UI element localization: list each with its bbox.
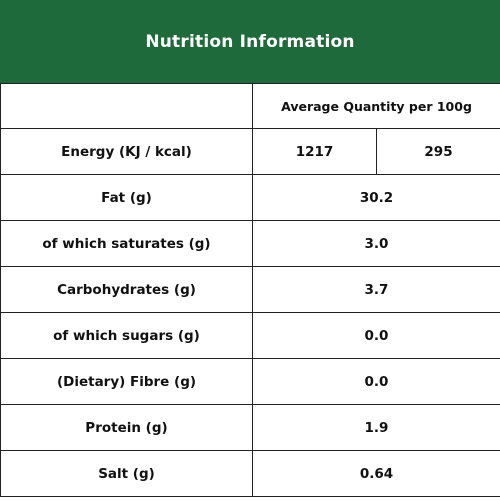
sugars-value: 0.0 [252, 312, 500, 359]
empty-header-cell [0, 83, 253, 129]
protein-row: Protein (g) 1.9 [0, 404, 500, 451]
saturates-label: of which saturates (g) [0, 220, 253, 267]
energy-label: Energy (KJ / kcal) [0, 128, 253, 175]
sugars-label: of which sugars (g) [0, 312, 253, 359]
quantity-column-header: Average Quantity per 100g [252, 83, 500, 129]
fat-row: Fat (g) 30.2 [0, 174, 500, 221]
fat-value: 30.2 [252, 174, 500, 221]
nutrition-table: Average Quantity per 100g Energy (KJ / k… [0, 83, 500, 497]
carbohydrates-row: Carbohydrates (g) 3.7 [0, 266, 500, 313]
nutrition-header: Nutrition Information [0, 0, 500, 83]
fat-label: Fat (g) [0, 174, 253, 221]
protein-label: Protein (g) [0, 404, 253, 451]
energy-kcal-value: 295 [376, 128, 500, 175]
protein-value: 1.9 [252, 404, 500, 451]
carbohydrates-value: 3.7 [252, 266, 500, 313]
salt-row: Salt (g) 0.64 [0, 450, 500, 497]
carbohydrates-label: Carbohydrates (g) [0, 266, 253, 313]
energy-kj-value: 1217 [252, 128, 377, 175]
salt-label: Salt (g) [0, 450, 253, 497]
salt-value: 0.64 [252, 450, 500, 497]
energy-row: Energy (KJ / kcal) 1217 295 [0, 128, 500, 175]
sugars-row: of which sugars (g) 0.0 [0, 312, 500, 359]
saturates-value: 3.0 [252, 220, 500, 267]
saturates-row: of which saturates (g) 3.0 [0, 220, 500, 267]
fibre-row: (Dietary) Fibre (g) 0.0 [0, 358, 500, 405]
column-header-row: Average Quantity per 100g [0, 83, 500, 129]
fibre-label: (Dietary) Fibre (g) [0, 358, 253, 405]
fibre-value: 0.0 [252, 358, 500, 405]
nutrition-title: Nutrition Information [145, 31, 355, 52]
